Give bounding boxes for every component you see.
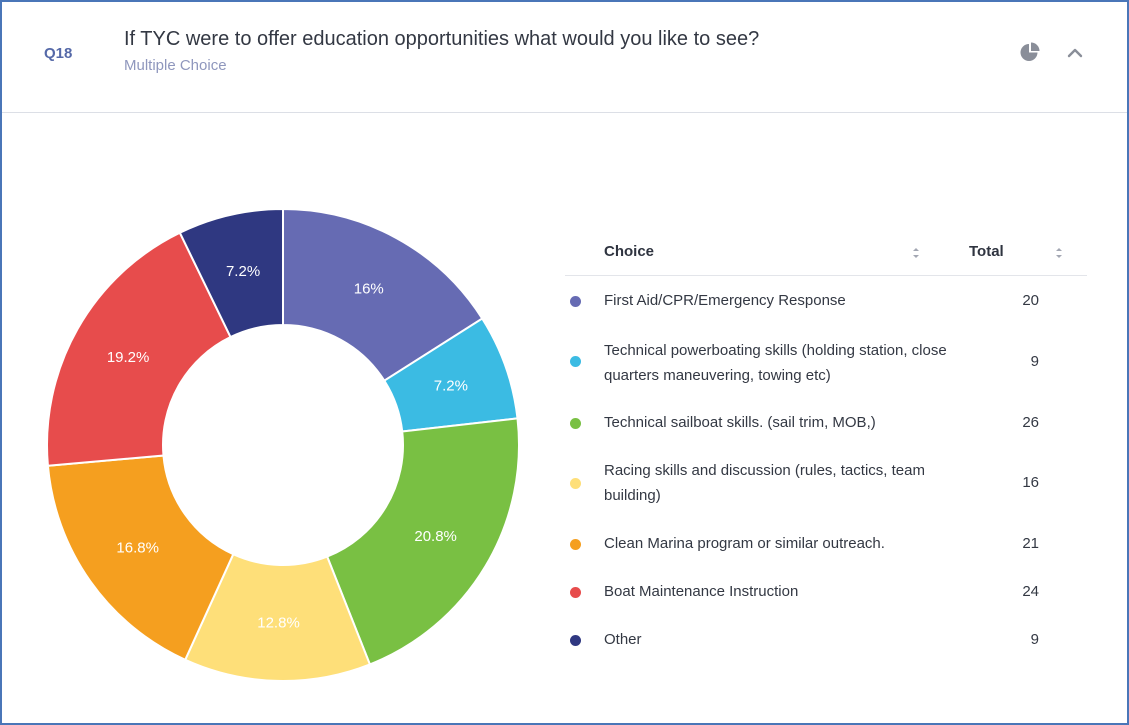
- legend-header: Choice Total: [565, 230, 1087, 276]
- legend-label: Racing skills and discussion (rules, tac…: [604, 462, 925, 504]
- legend-total: 9: [1030, 631, 1039, 648]
- legend-label: Technical sailboat skills. (sail trim, M…: [604, 414, 876, 431]
- legend-dot: [570, 296, 581, 307]
- donut-slice[interactable]: [282, 207, 484, 383]
- donut-slice[interactable]: [325, 417, 520, 666]
- donut-chart-svg: 16% 7.2% 20.8% 12.8% 16.8% 19.2% 7.2%: [46, 207, 520, 682]
- chevron-up-icon: [1067, 48, 1083, 58]
- donut-slice[interactable]: [46, 454, 235, 662]
- sort-icon[interactable]: [911, 245, 921, 261]
- legend-label: First Aid/CPR/Emergency Response: [604, 292, 846, 309]
- slice-percent-label: 12.8%: [257, 614, 300, 631]
- legend-total: 20: [1022, 292, 1039, 309]
- legend-dot: [570, 356, 581, 367]
- legend-dot: [570, 587, 581, 598]
- legend-total: 21: [1022, 535, 1039, 552]
- slice-percent-label: 20.8%: [414, 528, 457, 545]
- question-number: Q18: [44, 45, 73, 62]
- legend-dot: [570, 418, 581, 429]
- legend-label: Technical powerboating skills (holding s…: [604, 342, 947, 384]
- sort-icon[interactable]: [1054, 245, 1064, 261]
- legend-dot: [570, 635, 581, 646]
- question-header: Q18 If TYC were to offer education oppor…: [2, 2, 1127, 113]
- choice-column-header[interactable]: Choice: [604, 243, 655, 260]
- legend-table: Choice Total First Aid/CPR/Emergency Res…: [565, 230, 1087, 648]
- legend-total: 26: [1022, 414, 1039, 431]
- legend-total: 9: [1030, 353, 1039, 370]
- slice-percent-label: 16%: [354, 281, 384, 298]
- donut-chart: 16% 7.2% 20.8% 12.8% 16.8% 19.2% 7.2%: [2, 112, 562, 723]
- slice-percent-label: 7.2%: [434, 377, 468, 394]
- legend-total: 16: [1022, 474, 1039, 491]
- slice-percent-label: 19.2%: [107, 349, 150, 366]
- slice-percent-label: 7.2%: [226, 263, 260, 280]
- pie-chart-button[interactable]: [1017, 39, 1043, 65]
- legend-total: 24: [1022, 583, 1039, 600]
- total-column-header[interactable]: Total: [969, 243, 1004, 260]
- pie-chart-icon: [1020, 42, 1040, 61]
- question-title: If TYC were to offer education opportuni…: [124, 28, 760, 50]
- question-type: Multiple Choice: [124, 57, 227, 74]
- collapse-button[interactable]: [1062, 40, 1088, 66]
- donut-slice[interactable]: [46, 231, 232, 467]
- legend-label: Boat Maintenance Instruction: [604, 583, 799, 600]
- donut-slice[interactable]: [178, 207, 284, 339]
- legend-dot: [570, 539, 581, 550]
- legend-label: Clean Marina program or similar outreach…: [604, 535, 885, 552]
- legend-label: Other: [604, 631, 642, 648]
- legend-dot: [570, 478, 581, 489]
- slice-percent-label: 16.8%: [116, 539, 159, 556]
